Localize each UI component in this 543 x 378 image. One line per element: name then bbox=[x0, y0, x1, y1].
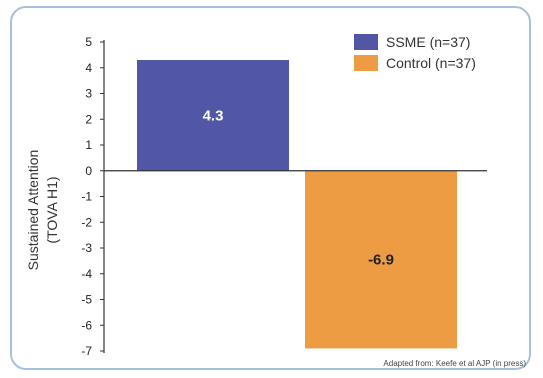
bar-control bbox=[305, 170, 457, 349]
legend: SSME (n=37) Control (n=37) bbox=[354, 34, 476, 71]
y-tick-label: -6 bbox=[81, 318, 92, 332]
y-tick-label: 5 bbox=[85, 35, 92, 49]
legend-swatch-control bbox=[354, 55, 378, 71]
y-tick-label: -7 bbox=[81, 344, 92, 358]
y-tick-label: 4 bbox=[85, 61, 92, 75]
y-tick-label: -5 bbox=[81, 293, 92, 307]
data-label-control: -6.9 bbox=[368, 252, 394, 269]
bar-ssme bbox=[137, 60, 289, 171]
y-axis-title-line-2: (TOVA H1) bbox=[44, 176, 60, 243]
legend-label-control: Control (n=37) bbox=[386, 55, 476, 71]
y-tick-label: 2 bbox=[85, 112, 92, 126]
y-tick-label: 3 bbox=[85, 87, 92, 101]
y-tick-label: 1 bbox=[85, 138, 92, 152]
y-axis-title-line-1: Sustained Attention bbox=[25, 150, 41, 271]
y-tick-label: 0 bbox=[85, 164, 92, 178]
legend-label-ssme: SSME (n=37) bbox=[386, 34, 470, 50]
source-note: Adapted from: Keefe et al AJP (in press) bbox=[383, 359, 526, 368]
bar-data-labels: 4.3 -6.9 bbox=[203, 107, 394, 268]
y-axis-ticks: 5 4 3 2 1 0 -1 -2 -3 -4 -5 -6 -7 bbox=[81, 35, 104, 358]
y-tick-label: -4 bbox=[81, 267, 92, 281]
legend-swatch-ssme bbox=[354, 34, 378, 50]
bars bbox=[137, 60, 457, 349]
data-label-ssme: 4.3 bbox=[203, 107, 224, 124]
y-tick-label: -2 bbox=[81, 215, 92, 229]
y-tick-label: -1 bbox=[81, 190, 92, 204]
y-tick-label: -3 bbox=[81, 241, 92, 255]
